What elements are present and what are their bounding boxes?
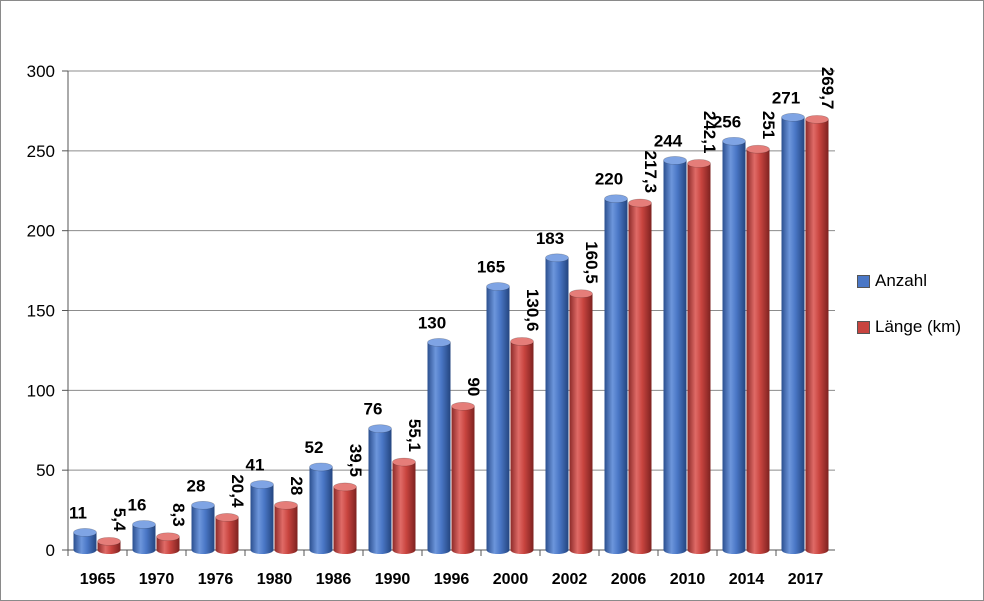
legend: Anzahl Länge (km) [857, 269, 961, 361]
bar-laenge-2010 [687, 159, 711, 554]
data-label-anzahl-2002: 183 [536, 229, 564, 248]
bar-anzahl-1996 [427, 338, 451, 554]
x-tick-label-2010: 2010 [670, 571, 706, 588]
x-tick-label-1970: 1970 [139, 571, 175, 588]
data-label-laenge-2006: 217,3 [641, 150, 660, 193]
data-label-laenge-2010: 242,1 [700, 111, 719, 154]
data-label-laenge-2002: 160,5 [582, 241, 601, 284]
x-tick-label-2017: 2017 [788, 571, 824, 588]
data-label-anzahl-2014: 256 [713, 112, 741, 131]
y-tick-label: 100 [27, 381, 55, 400]
x-tick-label-1996: 1996 [434, 571, 470, 588]
bar-laenge-2000 [510, 337, 534, 554]
legend-label-anzahl: Anzahl [875, 271, 927, 290]
x-tick-label-1965: 1965 [80, 571, 116, 588]
bar-laenge-1990 [392, 457, 416, 554]
bar-anzahl-2017 [781, 113, 805, 554]
data-label-anzahl-1996: 130 [418, 313, 446, 332]
y-tick-label: 250 [27, 142, 55, 161]
bar-laenge-1986 [333, 482, 357, 554]
x-tick-label-1976: 1976 [198, 571, 234, 588]
bar-anzahl-2006 [604, 194, 628, 554]
bar-anzahl-1965 [73, 528, 97, 554]
x-tick-label-2002: 2002 [552, 571, 588, 588]
bar-laenge-1976 [215, 513, 239, 554]
legend-label-laenge: Länge (km) [875, 317, 961, 336]
x-tick-label-2006: 2006 [611, 571, 647, 588]
bar-laenge-1970 [156, 532, 180, 554]
data-label-anzahl-1970: 16 [128, 495, 147, 514]
bar-anzahl-2000 [486, 282, 510, 554]
bar-anzahl-1970 [132, 520, 156, 554]
bar-laenge-2006 [628, 198, 652, 554]
bar-laenge-1965 [97, 537, 121, 554]
data-label-laenge-1965: 5,4 [110, 508, 129, 532]
bar-laenge-1980 [274, 500, 298, 554]
legend-swatch-laenge [857, 320, 870, 334]
data-label-anzahl-1990: 76 [364, 400, 383, 419]
x-tick-label-2014: 2014 [729, 571, 765, 588]
bar-anzahl-2014 [722, 136, 746, 554]
data-label-laenge-2017: 269,7 [818, 67, 837, 110]
y-tick-label: 50 [36, 461, 55, 480]
bar-anzahl-1986 [309, 462, 333, 554]
y-tick-label: 150 [27, 302, 55, 321]
data-label-laenge-1996: 90 [464, 377, 483, 396]
data-label-laenge-1970: 8,3 [169, 503, 188, 527]
y-tick-label: 0 [46, 541, 55, 560]
data-label-anzahl-1965: 11 [69, 503, 87, 522]
x-tick-label-1990: 1990 [375, 571, 411, 588]
data-label-laenge-2014: 251 [759, 111, 778, 139]
bar-anzahl-2010 [663, 156, 687, 554]
y-tick-label: 200 [27, 222, 55, 241]
data-label-anzahl-2017: 271 [772, 88, 800, 107]
data-label-laenge-1990: 55,1 [405, 419, 424, 452]
bar-anzahl-1990 [368, 424, 392, 554]
bar-anzahl-1976 [191, 500, 215, 554]
data-label-laenge-1976: 20,4 [228, 474, 247, 508]
legend-swatch-anzahl [857, 274, 870, 288]
data-label-anzahl-1986: 52 [305, 438, 324, 457]
data-label-anzahl-2000: 165 [477, 258, 505, 277]
x-tick-label-1980: 1980 [257, 571, 293, 588]
legend-item-anzahl: Anzahl [857, 269, 961, 293]
data-label-laenge-2000: 130,6 [523, 289, 542, 332]
bar-laenge-2014 [746, 144, 770, 554]
x-tick-label-1986: 1986 [316, 571, 352, 588]
bar-laenge-1996 [451, 401, 475, 554]
bar-anzahl-1980 [250, 480, 274, 554]
y-tick-label: 300 [27, 62, 55, 81]
bar-anzahl-2002 [545, 253, 569, 554]
data-label-anzahl-1980: 41 [246, 456, 265, 475]
data-label-anzahl-2010: 244 [654, 131, 683, 150]
bar-laenge-2017 [805, 115, 829, 554]
legend-item-laenge: Länge (km) [857, 315, 961, 339]
bar-laenge-2002 [569, 289, 593, 554]
data-label-anzahl-2006: 220 [595, 170, 623, 189]
x-tick-label-2000: 2000 [493, 571, 529, 588]
data-label-laenge-1980: 28 [287, 476, 306, 495]
data-label-laenge-1986: 39,5 [346, 444, 365, 477]
data-label-anzahl-1976: 28 [187, 476, 206, 495]
